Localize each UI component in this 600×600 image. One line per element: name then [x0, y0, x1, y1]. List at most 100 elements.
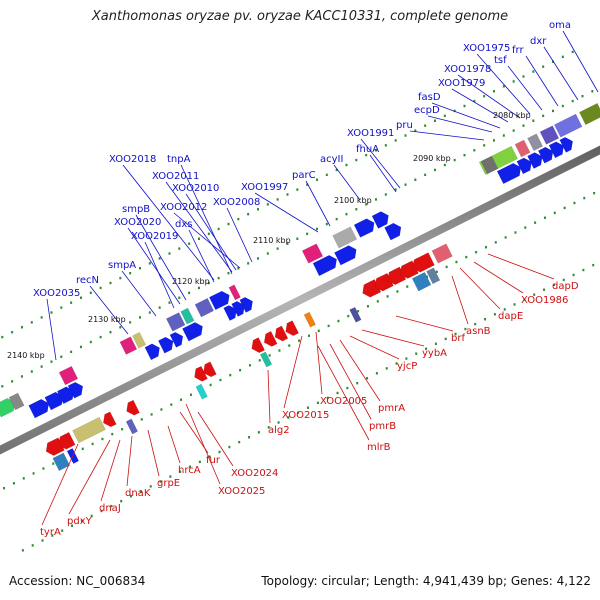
gene-feature[interactable]	[251, 337, 266, 353]
gene-feature[interactable]	[103, 411, 117, 428]
gene-feature[interactable]	[180, 307, 195, 325]
reverse-gene-label[interactable]: asnB	[466, 326, 491, 337]
gene-feature[interactable]	[514, 139, 531, 158]
gene-feature[interactable]	[274, 325, 289, 342]
forward-gene-label[interactable]: oma	[549, 20, 571, 31]
gene-feature[interactable]	[285, 320, 300, 337]
gene-feature[interactable]	[125, 418, 139, 435]
forward-gene-label[interactable]: parC	[292, 170, 316, 181]
gene-feature[interactable]	[194, 297, 215, 318]
gene-feature[interactable]	[58, 365, 79, 386]
forward-gene-label[interactable]: smpA	[108, 260, 136, 271]
forward-gene-label[interactable]: XOO2010	[172, 183, 219, 194]
reverse-gene-label[interactable]: mlrB	[367, 442, 391, 453]
gene-feature[interactable]	[579, 102, 600, 126]
gene-feature[interactable]	[548, 141, 564, 159]
gene-feature[interactable]	[559, 137, 573, 153]
gene-feature[interactable]	[263, 330, 278, 347]
gene-feature[interactable]	[119, 336, 138, 355]
reverse-gene-label[interactable]: pmrB	[369, 421, 396, 432]
reverse-gene-label[interactable]: brf	[451, 333, 465, 344]
forward-gene-label[interactable]: XOO2019	[131, 231, 178, 242]
reverse-gene-label[interactable]: dnaJ	[99, 503, 121, 514]
gene-feature[interactable]	[231, 301, 245, 317]
reverse-gene-label[interactable]: XOO2024	[231, 468, 278, 479]
gene-feature[interactable]	[537, 146, 554, 164]
gene-feature[interactable]	[411, 271, 432, 292]
gene-feature[interactable]	[144, 343, 160, 361]
gene-feature[interactable]	[527, 133, 544, 152]
gene-feature[interactable]	[228, 284, 241, 301]
reverse-gene-label[interactable]: dapE	[498, 311, 523, 322]
forward-gene-label[interactable]: recN	[76, 275, 99, 286]
gene-feature[interactable]	[371, 211, 389, 229]
gene-feature[interactable]	[353, 218, 375, 238]
gene-feature[interactable]	[67, 381, 84, 399]
forward-gene-label[interactable]: dxs	[175, 219, 192, 230]
forward-gene-label[interactable]: XOO1997	[241, 182, 288, 193]
reverse-gene-label[interactable]: yybA	[422, 348, 447, 359]
gene-feature[interactable]	[553, 113, 583, 138]
gene-feature[interactable]	[412, 252, 435, 273]
gene-feature[interactable]	[8, 392, 25, 411]
reverse-gene-label[interactable]: fur	[206, 455, 221, 466]
gene-feature[interactable]	[527, 152, 543, 169]
reverse-gene-label[interactable]: pmrA	[378, 403, 405, 414]
gene-feature[interactable]	[332, 226, 358, 249]
reverse-gene-label[interactable]: yjcP	[397, 361, 417, 372]
forward-gene-label[interactable]: XOO2035	[33, 288, 80, 299]
reverse-gene-label[interactable]: pdxY	[67, 516, 93, 527]
forward-gene-label[interactable]: tsf	[494, 55, 507, 66]
gene-feature[interactable]	[539, 125, 560, 145]
gene-feature[interactable]	[384, 222, 402, 241]
gene-feature[interactable]	[157, 336, 174, 354]
forward-gene-label[interactable]: frr	[512, 45, 524, 56]
forward-gene-label[interactable]: XOO2008	[213, 197, 260, 208]
forward-gene-label[interactable]: XOO1991	[347, 128, 394, 139]
gene-feature[interactable]	[182, 322, 203, 342]
forward-gene-label[interactable]: ecpD	[414, 105, 440, 116]
forward-gene-label[interactable]: pru	[396, 120, 413, 131]
gene-feature[interactable]	[259, 351, 273, 368]
gene-feature[interactable]	[169, 331, 184, 348]
gene-feature[interactable]	[312, 255, 337, 277]
gene-feature[interactable]	[334, 245, 357, 266]
gene-feature[interactable]	[303, 311, 316, 328]
gene-feature[interactable]	[239, 297, 253, 313]
gene-feature[interactable]	[195, 383, 208, 400]
forward-gene-label[interactable]: fhuA	[356, 144, 379, 155]
gene-feature[interactable]	[203, 361, 217, 378]
gene-feature[interactable]	[165, 312, 186, 332]
gene-feature[interactable]	[72, 416, 106, 444]
reverse-gene-label[interactable]: hrcA	[178, 465, 201, 476]
gene-feature[interactable]	[301, 243, 324, 264]
gene-feature[interactable]	[28, 398, 50, 419]
gene-feature[interactable]	[132, 331, 147, 349]
reverse-gene-label[interactable]: dapD	[552, 281, 579, 292]
gene-feature[interactable]	[126, 399, 140, 416]
forward-gene-label[interactable]: smpB	[122, 204, 150, 215]
gene-feature[interactable]	[431, 243, 453, 264]
forward-gene-label[interactable]: XOO2012	[160, 202, 207, 213]
forward-gene-label[interactable]: acyII	[320, 154, 343, 165]
reverse-gene-label[interactable]: alg2	[268, 425, 290, 436]
gene-feature[interactable]	[52, 452, 71, 472]
forward-gene-label[interactable]: XOO1979	[438, 78, 485, 89]
gene-feature[interactable]	[349, 306, 362, 323]
gene-feature[interactable]	[208, 290, 230, 311]
reverse-gene-label[interactable]: XOO2015	[282, 410, 329, 421]
reverse-gene-label[interactable]: tyrA	[40, 527, 61, 538]
reverse-gene-label[interactable]: XOO2025	[218, 486, 265, 497]
reverse-gene-label[interactable]: XOO2005	[320, 396, 367, 407]
gene-feature[interactable]	[58, 431, 76, 450]
forward-gene-label[interactable]: XOO1975	[463, 43, 510, 54]
gene-feature[interactable]	[223, 305, 237, 321]
reverse-gene-label[interactable]: dnaK	[125, 488, 151, 499]
gene-feature[interactable]	[516, 157, 532, 175]
gene-feature[interactable]	[496, 162, 522, 185]
forward-gene-label[interactable]: XOO2020	[114, 217, 161, 228]
forward-gene-label[interactable]: dxr	[530, 36, 547, 47]
forward-gene-label[interactable]: XOO2018	[109, 154, 156, 165]
forward-gene-label[interactable]: XOO1978	[444, 64, 491, 75]
reverse-gene-label[interactable]: grpE	[157, 478, 180, 489]
